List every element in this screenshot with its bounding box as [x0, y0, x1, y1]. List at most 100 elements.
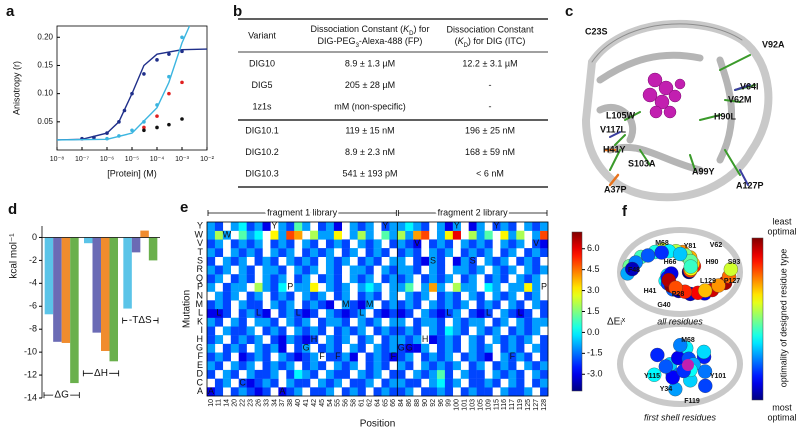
heatmap-cell — [286, 239, 295, 249]
heatmap-cell — [238, 309, 247, 318]
heatmap-cell — [294, 222, 303, 231]
heatmap-cell — [516, 230, 525, 240]
bar — [70, 237, 79, 384]
heatmap-cell — [492, 222, 501, 231]
heatmap-cell — [397, 361, 406, 371]
heatmap-cell — [262, 256, 271, 266]
heatmap-cell — [508, 291, 517, 301]
heatmap-cell — [246, 248, 255, 257]
x-tick-label: 100 — [454, 399, 461, 411]
y-tick-label: -14 — [24, 392, 37, 402]
heatmap-cell — [484, 230, 493, 240]
x-tick-label: 11 — [216, 399, 223, 406]
heatmap-cell — [508, 222, 517, 231]
native-residue: P — [541, 282, 547, 292]
mutation-label: A127P — [736, 180, 764, 190]
residue-sphere — [625, 261, 640, 277]
heatmap-cell — [524, 309, 533, 318]
heatmap-cell — [238, 352, 247, 362]
heatmap-cell — [476, 387, 485, 397]
heatmap-cell — [302, 239, 311, 249]
heatmap-cell — [214, 361, 224, 371]
heatmap-cell — [436, 256, 446, 266]
heatmap-cell — [254, 300, 263, 310]
heatmap-cell — [222, 230, 231, 240]
heatmap-cell — [341, 352, 350, 362]
heatmap-cell — [230, 326, 239, 336]
heatmap-cell — [444, 369, 454, 379]
scale-end-label: most — [772, 402, 792, 412]
heatmap-cell — [405, 343, 414, 353]
heatmap-cell — [349, 343, 358, 353]
heatmap-cell — [468, 274, 477, 284]
heatmap-cell — [325, 239, 335, 249]
heatmap-cell — [413, 291, 422, 301]
y-tick-label: 0 — [32, 232, 37, 242]
heatmap-cell — [500, 387, 509, 397]
heatmap-cell — [468, 291, 477, 301]
heatmap-cell — [270, 230, 279, 240]
heatmap-cell — [468, 256, 477, 266]
heatmap-cell — [341, 361, 350, 371]
native-residue: L — [359, 308, 364, 318]
heatmap-cell — [310, 309, 319, 318]
residue-sphere — [698, 378, 713, 393]
heatmap-cell — [341, 239, 350, 249]
x-tick-label: 84 — [398, 399, 405, 407]
heatmap-cell — [222, 378, 231, 388]
x-tick-label: 90 — [422, 399, 429, 407]
data-point — [167, 122, 171, 127]
heatmap-cell — [278, 335, 287, 344]
table-cell: DIG10.2 — [245, 147, 279, 157]
heatmap-cell — [262, 265, 271, 275]
heatmap-cell — [405, 248, 414, 257]
x-tick-label: 10⁻⁷ — [75, 156, 89, 163]
heatmap-cell — [302, 335, 311, 344]
heatmap-cell — [349, 230, 358, 240]
heatmap-cell — [214, 335, 224, 344]
heatmap-cell — [484, 256, 493, 266]
heatmap-cell — [230, 222, 239, 231]
heatmap-cell — [524, 282, 533, 292]
heatmap-cell — [207, 256, 216, 266]
heatmap-cell — [436, 248, 446, 257]
heatmap-cell — [436, 274, 446, 284]
heatmap-cell — [444, 326, 454, 336]
heatmap-cell — [207, 352, 216, 362]
heatmap-cell — [468, 387, 477, 397]
heatmap-cell — [365, 248, 374, 257]
x-tick-label: 88 — [414, 399, 421, 407]
heatmap-cell — [325, 369, 335, 379]
heatmap-cell — [341, 282, 350, 292]
colorbar-tick-label: -3.0 — [587, 369, 603, 379]
heatmap-cell — [294, 274, 303, 284]
heatmap-cell — [310, 335, 319, 344]
heatmap-cell — [302, 282, 311, 292]
x-tick-label: 37 — [279, 399, 286, 407]
header-part: -Alexa-488 (FP) — [359, 36, 423, 46]
heatmap-cell — [436, 343, 446, 353]
x-tick-label: 38 — [287, 399, 294, 407]
heatmap-cell — [333, 239, 343, 249]
heatmap-cell — [452, 335, 461, 344]
residue-sphere — [673, 338, 688, 353]
heatmap-cell — [389, 256, 398, 266]
heatmap-cell — [357, 343, 366, 353]
x-tick-label: 40 — [295, 399, 302, 407]
heatmap-cell — [429, 309, 438, 318]
y-tick-label: Y — [197, 221, 203, 231]
mutation-label: V117L — [600, 124, 627, 134]
heatmap-cell — [357, 326, 366, 336]
heatmap-cell — [333, 230, 343, 240]
heatmap-cell — [246, 239, 255, 249]
heatmap-cell — [341, 335, 350, 344]
residue-label: M68 — [681, 337, 695, 344]
native-residue: L — [486, 308, 491, 318]
x-tick-label: 92 — [430, 399, 437, 407]
heatmap-cell — [230, 387, 239, 397]
mutation-label: C23S — [585, 26, 608, 36]
heatmap-cell — [429, 352, 438, 362]
heatmap-cell — [278, 282, 287, 292]
header-part: ) for — [413, 24, 429, 34]
x-tick-label: 58 — [351, 399, 358, 407]
